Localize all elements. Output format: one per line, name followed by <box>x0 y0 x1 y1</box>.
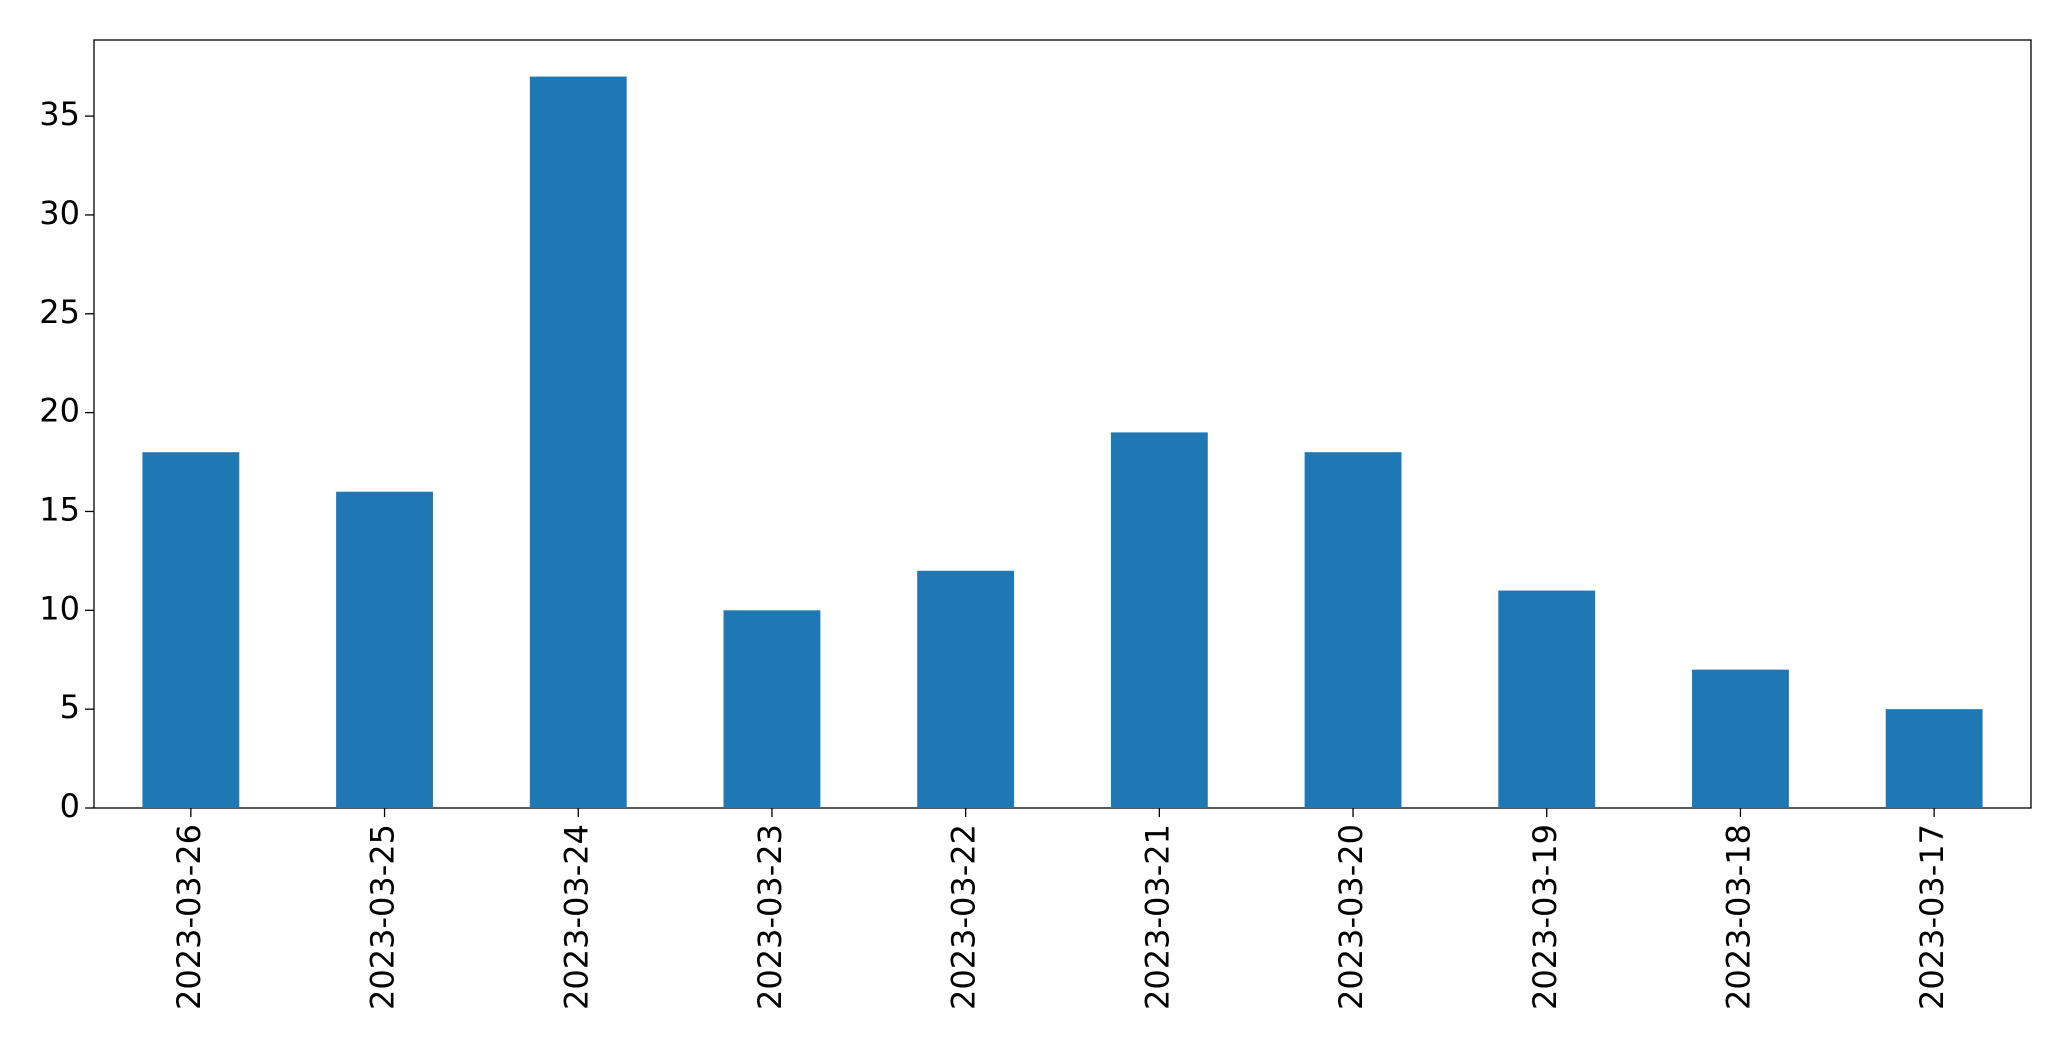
bar <box>336 491 433 808</box>
x-tick-label: 2023-03-19 <box>1526 824 1564 1010</box>
bar <box>1885 709 1983 808</box>
x-tick-label: 2023-03-24 <box>557 824 595 1010</box>
y-tick-label: 15 <box>39 490 80 528</box>
bar <box>1304 452 1402 808</box>
y-tick-label: 35 <box>39 95 80 133</box>
x-tick-label: 2023-03-20 <box>1332 824 1370 1010</box>
x-tick-label: 2023-03-22 <box>945 824 983 1010</box>
bar <box>1692 669 1789 808</box>
y-tick-label: 10 <box>39 589 80 627</box>
x-tick-label: 2023-03-25 <box>364 824 402 1010</box>
bar <box>723 610 821 808</box>
bar <box>1110 432 1208 808</box>
x-tick-label: 2023-03-18 <box>1719 824 1757 1010</box>
y-tick-label: 25 <box>39 293 80 331</box>
y-tick-label: 0 <box>60 787 80 825</box>
bar <box>1498 590 1596 808</box>
plot-frame <box>93 39 2032 809</box>
y-tick-label: 20 <box>39 392 80 430</box>
bar <box>529 76 627 809</box>
x-tick-label: 2023-03-21 <box>1138 824 1176 1010</box>
x-tick-label: 2023-03-17 <box>1913 824 1951 1010</box>
x-tick-label: 2023-03-23 <box>751 824 789 1010</box>
bar <box>142 452 240 808</box>
y-tick-label: 30 <box>39 194 80 232</box>
x-tick-label: 2023-03-26 <box>170 824 208 1010</box>
y-tick-label: 5 <box>60 688 80 726</box>
bar <box>917 570 1015 808</box>
